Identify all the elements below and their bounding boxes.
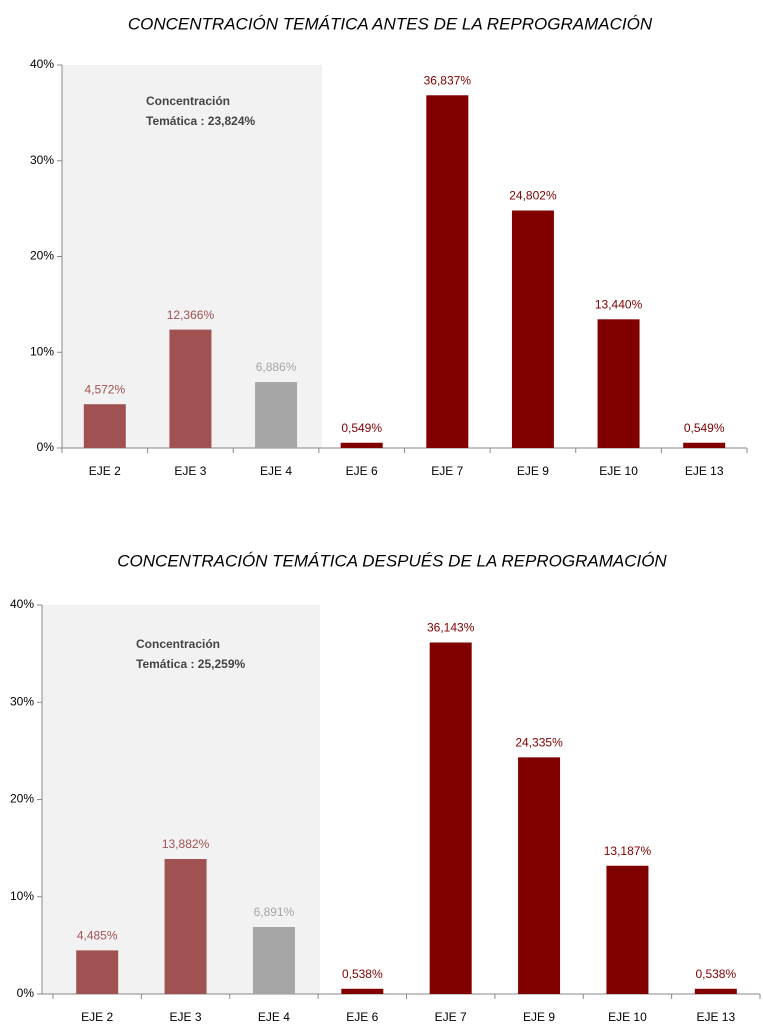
annotation: Temática : 25,259%	[136, 657, 246, 671]
bar	[518, 757, 561, 994]
y-tick-label: 0%	[17, 986, 35, 1000]
bar	[597, 319, 640, 448]
x-tick-label: EJE 7	[431, 464, 463, 478]
annotation: Concentración	[146, 94, 230, 108]
value-label: 13,440%	[595, 297, 643, 311]
y-tick-label: 20%	[30, 249, 54, 263]
value-label: 6,886%	[256, 360, 297, 374]
x-tick-label: EJE 4	[258, 1010, 290, 1024]
value-label: 24,335%	[515, 736, 563, 750]
bar	[511, 210, 554, 448]
bar	[694, 988, 737, 994]
chart-title: CONCENTRACIÓN TEMÁTICA ANTES DE LA REPRO…	[128, 14, 653, 33]
bar	[76, 950, 119, 994]
y-tick-label: 30%	[30, 153, 54, 167]
x-tick-label: EJE 2	[89, 464, 121, 478]
y-tick-label: 20%	[10, 792, 34, 806]
x-tick-label: EJE 9	[523, 1010, 555, 1024]
y-tick-label: 10%	[30, 344, 54, 358]
value-label: 0,538%	[342, 967, 383, 981]
bar	[429, 642, 472, 994]
x-tick-label: EJE 10	[599, 464, 638, 478]
value-label: 13,187%	[604, 844, 652, 858]
bar	[683, 442, 726, 448]
x-tick-label: EJE 6	[346, 464, 378, 478]
x-tick-label: EJE 4	[260, 464, 292, 478]
x-tick-label: EJE 13	[696, 1010, 735, 1024]
bar	[83, 404, 126, 448]
value-label: 4,572%	[84, 382, 125, 396]
value-label: 4,485%	[77, 929, 118, 943]
x-tick-label: EJE 13	[685, 464, 724, 478]
x-tick-label: EJE 3	[174, 464, 206, 478]
bar	[169, 329, 212, 448]
bar	[606, 865, 649, 994]
value-label: 0,549%	[341, 421, 382, 435]
x-tick-label: EJE 9	[517, 464, 549, 478]
value-label: 0,538%	[695, 967, 736, 981]
x-tick-label: EJE 3	[170, 1010, 202, 1024]
y-tick-label: 10%	[10, 889, 34, 903]
bar	[340, 442, 383, 448]
value-label: 13,882%	[162, 837, 210, 851]
chart-title: CONCENTRACIÓN TEMÁTICA DESPUÉS DE LA REP…	[117, 551, 667, 570]
annotation: Concentración	[136, 637, 220, 651]
bar	[426, 95, 469, 448]
value-label: 12,366%	[167, 308, 215, 322]
x-tick-label: EJE 6	[346, 1010, 378, 1024]
bar	[252, 926, 295, 994]
x-tick-label: EJE 7	[435, 1010, 467, 1024]
value-label: 36,143%	[427, 621, 475, 635]
bar	[164, 858, 207, 994]
x-tick-label: EJE 10	[608, 1010, 647, 1024]
y-tick-label: 30%	[10, 694, 34, 708]
y-tick-label: 0%	[37, 440, 55, 454]
annotation: Temática : 23,824%	[146, 114, 256, 128]
x-tick-label: EJE 2	[81, 1010, 113, 1024]
y-tick-label: 40%	[30, 57, 54, 71]
value-label: 0,549%	[684, 421, 725, 435]
value-label: 6,891%	[254, 905, 295, 919]
value-label: 24,802%	[509, 189, 557, 203]
value-label: 36,837%	[424, 73, 472, 87]
bar	[255, 382, 298, 448]
y-tick-label: 40%	[10, 597, 34, 611]
bar	[341, 988, 384, 994]
